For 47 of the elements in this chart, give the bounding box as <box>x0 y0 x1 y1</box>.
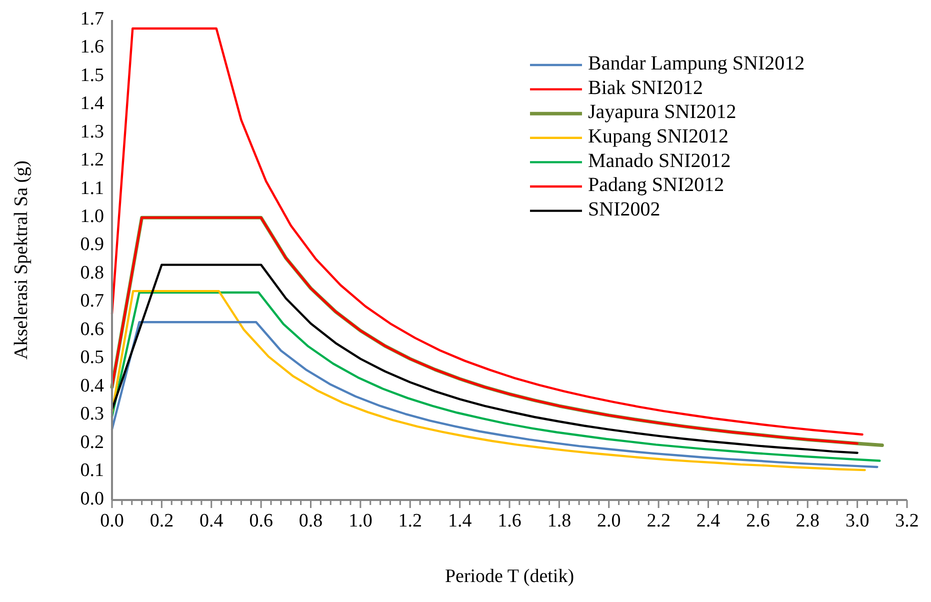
y-tick-label: 0.6 <box>80 318 104 340</box>
x-tick-label: 3.2 <box>895 510 919 532</box>
x-tick-label: 2.0 <box>597 510 621 532</box>
legend-label: Biak SNI2012 <box>588 76 703 99</box>
legend-label: Bandar Lampung SNI2012 <box>588 52 805 75</box>
y-tick-label: 1.7 <box>80 8 104 30</box>
x-tick-label: 0.6 <box>249 510 273 532</box>
x-tick-label: 0.2 <box>150 510 174 532</box>
y-tick-label: 0.8 <box>80 262 104 284</box>
x-tick-label: 2.8 <box>796 510 820 532</box>
x-tick-label: 0.4 <box>200 510 224 532</box>
y-axis-title: Akselerasi Spektral Sa (g) <box>11 160 32 360</box>
y-tick-label: 0.5 <box>80 347 104 368</box>
x-tick-label: 1.8 <box>547 510 572 532</box>
x-tick-label: 1.0 <box>348 510 372 532</box>
y-tick-label: 1.1 <box>80 178 104 199</box>
y-tick-label: 1.0 <box>80 206 104 228</box>
y-tick-label: 1.6 <box>80 36 104 58</box>
y-tick-label: 0.4 <box>80 375 104 396</box>
y-tick-label: 0.2 <box>80 432 104 453</box>
y-tick-label: 1.3 <box>80 121 104 142</box>
y-tick-label: 1.4 <box>80 93 104 114</box>
x-tick-label: 2.6 <box>746 510 770 532</box>
x-axis-title: Periode T (detik) <box>444 566 574 587</box>
x-tick-label: 1.2 <box>398 510 422 532</box>
x-tick-label: 0.8 <box>298 510 323 532</box>
y-tick-label: 1.2 <box>80 150 104 171</box>
y-tick-label: 0.7 <box>80 290 104 312</box>
y-tick-label: 0.9 <box>80 234 104 256</box>
x-tick-label: 3.0 <box>845 510 870 532</box>
legend-label: Jayapura SNI2012 <box>588 101 736 124</box>
legend-label: Manado SNI2012 <box>588 150 731 172</box>
y-tick-label: 0.0 <box>80 488 104 510</box>
y-tick-label: 1.5 <box>80 64 104 86</box>
x-tick-label: 2.2 <box>646 510 670 532</box>
line-series <box>110 321 878 468</box>
legend-label: SNI2002 <box>588 198 660 220</box>
x-tick-label: 1.4 <box>448 510 472 532</box>
line-series <box>110 27 864 436</box>
line-series <box>110 264 858 454</box>
legend-label: Kupang SNI2012 <box>588 125 729 148</box>
x-tick-label: 1.6 <box>498 510 522 532</box>
y-tick-label: 0.1 <box>80 460 104 482</box>
x-tick-label: 2.4 <box>696 510 721 532</box>
legend-label: Padang SNI2012 <box>588 174 724 196</box>
y-tick-label: 0.3 <box>80 404 104 425</box>
x-tick-label: 0.0 <box>100 510 124 532</box>
